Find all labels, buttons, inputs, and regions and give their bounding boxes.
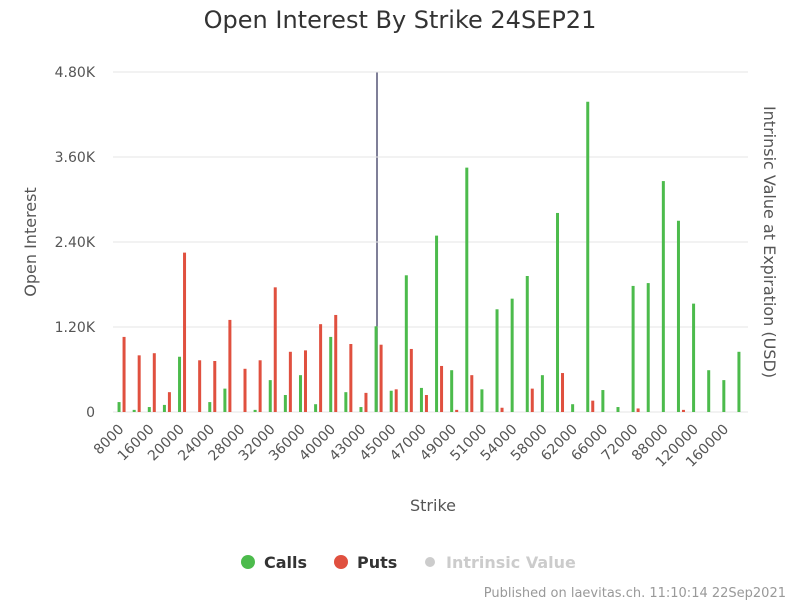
bar <box>722 380 726 412</box>
bar <box>319 324 323 412</box>
bar <box>223 388 227 412</box>
bar <box>540 375 544 412</box>
bar <box>470 375 474 412</box>
bar <box>364 392 368 412</box>
bar <box>631 285 635 412</box>
legend-marker <box>241 555 255 569</box>
bar <box>162 404 166 412</box>
chart-title: Open Interest By Strike 24SEP21 <box>204 6 597 34</box>
bar <box>228 319 232 412</box>
bar <box>253 409 257 412</box>
bar <box>334 314 338 412</box>
legend-label: Puts <box>357 553 397 572</box>
bar <box>379 344 383 412</box>
y-tick-label: 4.80K <box>55 65 96 81</box>
bar <box>298 375 302 412</box>
bar <box>591 400 595 412</box>
bar <box>676 220 680 412</box>
credit: Published on laevitas.ch. 11:10:14 22Sep… <box>484 586 786 600</box>
bar <box>571 404 575 412</box>
bar <box>480 389 484 412</box>
bar <box>258 360 262 412</box>
bar <box>329 336 333 412</box>
bar <box>586 101 590 412</box>
bar <box>419 387 423 412</box>
legend-marker <box>334 555 348 569</box>
bar <box>409 348 413 412</box>
bar <box>636 408 640 412</box>
bar <box>510 298 514 412</box>
bar <box>314 404 318 412</box>
bar <box>273 287 277 412</box>
bar <box>495 309 499 412</box>
bar <box>344 392 348 412</box>
legend-marker <box>425 557 435 567</box>
bar <box>268 380 272 412</box>
bar <box>349 344 353 412</box>
bar <box>404 275 408 412</box>
bar <box>183 252 187 412</box>
bar <box>707 370 711 412</box>
y2-axis-title: Intrinsic Value at Expiration (USD) <box>760 106 779 378</box>
legend-label: Calls <box>264 553 307 572</box>
bar <box>132 409 136 412</box>
bar <box>556 212 560 412</box>
y-axis-title: Open Interest <box>21 187 40 296</box>
bar <box>178 356 182 412</box>
bar <box>243 368 247 412</box>
bar <box>455 409 459 412</box>
bar <box>616 407 620 412</box>
bar <box>198 360 202 412</box>
bar <box>359 407 363 412</box>
bar <box>737 351 741 412</box>
bar <box>167 392 171 412</box>
bar <box>450 370 454 412</box>
bar <box>525 276 529 412</box>
y-tick-label: 0 <box>86 405 95 421</box>
bar <box>288 351 292 412</box>
bar <box>435 235 439 412</box>
bar <box>424 395 428 412</box>
bar <box>122 336 126 412</box>
bar <box>561 373 565 412</box>
bar <box>681 409 685 412</box>
bar <box>374 326 378 412</box>
bar <box>530 388 534 412</box>
y-tick-label: 1.20K <box>55 320 96 336</box>
bar <box>117 402 121 412</box>
bar <box>213 361 217 412</box>
bar <box>661 181 665 412</box>
y-tick-label: 2.40K <box>55 235 96 251</box>
y-tick-label: 3.60K <box>55 150 96 166</box>
bar <box>646 283 650 412</box>
x-axis-title: Strike <box>410 496 456 515</box>
bar <box>692 303 696 412</box>
bar <box>152 353 156 412</box>
bar <box>601 390 605 412</box>
bar <box>137 355 141 412</box>
bar <box>394 389 398 412</box>
bar <box>500 407 504 412</box>
bar <box>389 390 393 412</box>
legend: Calls Puts Intrinsic Value <box>241 553 576 572</box>
bar <box>208 402 212 412</box>
legend-label: Intrinsic Value <box>446 553 576 572</box>
bar <box>283 395 287 412</box>
bar <box>465 167 469 412</box>
bar <box>440 365 444 412</box>
bar <box>147 407 151 412</box>
bar <box>303 350 307 412</box>
